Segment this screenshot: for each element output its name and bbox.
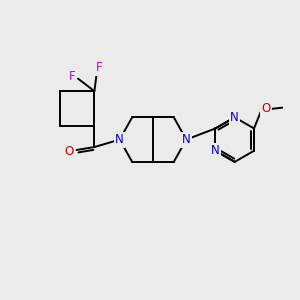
Text: F: F: [96, 61, 103, 74]
Text: O: O: [65, 145, 74, 158]
Text: N: N: [230, 111, 239, 124]
Text: N: N: [211, 144, 220, 157]
Text: O: O: [261, 102, 271, 115]
Text: N: N: [115, 133, 124, 146]
Text: F: F: [69, 70, 75, 83]
Text: N: N: [182, 133, 190, 146]
